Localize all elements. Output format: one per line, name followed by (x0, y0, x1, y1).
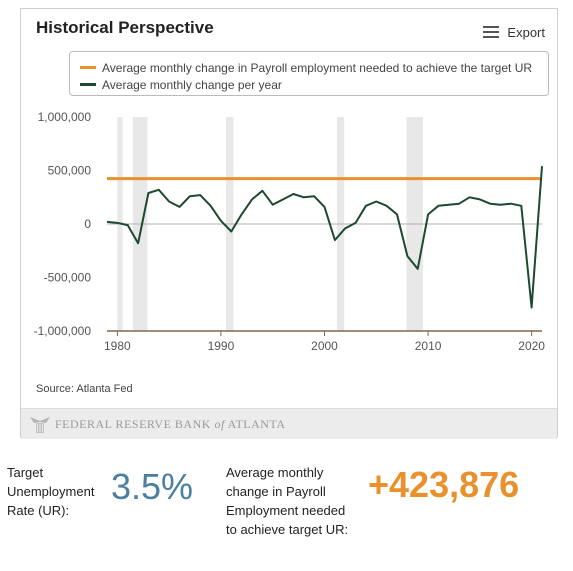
source-note: Source: Atlanta Fed (36, 383, 133, 395)
y-tick-label: -1,000,000 (34, 324, 92, 338)
fed-eagle-icon (30, 417, 50, 433)
y-tick-label: 500,000 (48, 164, 92, 178)
line-chart: 1,000,000 500,000 0 -500,000 -1,000,000 1980 1… (34, 110, 546, 353)
tick-labels: 1,000,000 500,000 0 -500,000 -1,000,000 1980 1… (34, 110, 546, 353)
chart-legend: Average monthly change in Payroll employ… (69, 51, 549, 96)
avg-monthly-change-line (106, 166, 543, 309)
fed-wordmark: FEDERAL RESERVE BANK of ATLANTA (55, 417, 286, 431)
target-ur-label: Target Unemployment Rate (UR): (7, 465, 95, 518)
legend-item-target[interactable]: Average monthly change in Payroll employ… (80, 59, 538, 76)
footer-strip: FEDERAL RESERVE BANK of ATLANTA (21, 408, 557, 439)
y-tick-label: 1,000,000 (38, 110, 92, 124)
legend-label-per-year: Average monthly change per year (102, 77, 282, 92)
chart-axes (107, 223, 542, 336)
legend-item-per-year[interactable]: Average monthly change per year (80, 76, 538, 93)
panel-title: Historical Perspective (36, 18, 214, 37)
x-tick-label: 1980 (104, 339, 131, 353)
payroll-change-label: Average monthly change in Payroll Employ… (226, 465, 349, 537)
y-tick-label: -500,000 (44, 271, 92, 285)
export-label: Export (507, 24, 545, 40)
payroll-change-value: +423,876 (368, 464, 520, 505)
historical-perspective-panel: Historical Perspective Export Average mo… (20, 8, 558, 439)
legend-swatch-green (80, 83, 96, 86)
export-button[interactable]: Export (483, 22, 545, 42)
legend-swatch-orange (80, 66, 96, 69)
y-tick-label: 0 (84, 217, 91, 231)
x-tick-label: 2020 (518, 339, 545, 353)
stats-row: Target Unemployment Rate (UR): 3.5% Aver… (0, 455, 573, 571)
hamburger-menu-icon (483, 26, 500, 38)
legend-label-target: Average monthly change in Payroll employ… (102, 60, 533, 75)
x-tick-label: 2000 (311, 339, 338, 353)
x-tick-label: 1990 (208, 339, 235, 353)
x-tick-label: 2010 (415, 339, 442, 353)
target-ur-value: 3.5% (111, 466, 194, 507)
chart-series (106, 166, 543, 309)
